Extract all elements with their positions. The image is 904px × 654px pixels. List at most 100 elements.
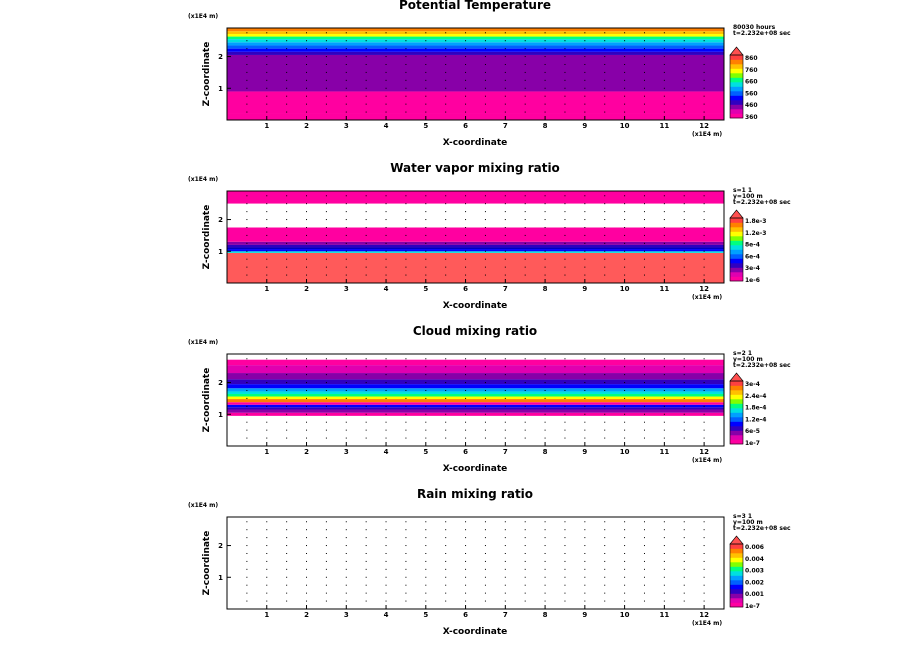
grid-dot xyxy=(405,79,407,81)
grid-dot xyxy=(286,382,288,384)
grid-dot xyxy=(306,234,308,236)
grid-dot xyxy=(524,437,526,439)
grid-dot xyxy=(465,382,467,384)
grid-dot xyxy=(584,87,586,89)
colorbar-label: 660 xyxy=(745,79,758,86)
grid-dot xyxy=(445,374,447,376)
grid-dot xyxy=(624,234,626,236)
x-tick-label: 8 xyxy=(543,122,548,130)
grid-dot xyxy=(246,366,248,368)
info-text: s=3 1 xyxy=(733,513,752,520)
colorbar-cell xyxy=(730,408,743,413)
grid-dot xyxy=(365,397,367,399)
colorbar-cell xyxy=(730,390,743,395)
colorbar-cell xyxy=(730,73,743,78)
grid-dot xyxy=(325,266,327,268)
grid-dot xyxy=(365,32,367,34)
grid-dot xyxy=(425,397,427,399)
grid-dots xyxy=(246,521,705,602)
grid-dot xyxy=(445,32,447,34)
grid-dot xyxy=(524,552,526,554)
grid-dot xyxy=(663,421,665,423)
grid-dot xyxy=(703,103,705,105)
x-tick-label: 12 xyxy=(699,285,709,293)
grid-dot xyxy=(405,576,407,578)
grid-dot xyxy=(385,592,387,594)
grid-dot xyxy=(683,413,685,415)
grid-dot xyxy=(306,195,308,197)
grid-dot xyxy=(465,560,467,562)
colorbar-cell xyxy=(730,236,743,241)
grid-dot xyxy=(425,63,427,65)
grid-dot xyxy=(425,103,427,105)
grid-dot xyxy=(345,40,347,42)
grid-dot xyxy=(405,545,407,547)
grid-dot xyxy=(445,537,447,539)
grid-dot xyxy=(524,211,526,213)
grid-dot xyxy=(405,48,407,50)
contour-band xyxy=(227,379,724,385)
grid-dot xyxy=(663,560,665,562)
grid-dot xyxy=(643,545,645,547)
grid-dot xyxy=(385,413,387,415)
grid-dot xyxy=(385,568,387,570)
grid-dot xyxy=(524,95,526,97)
grid-dot xyxy=(544,592,546,594)
grid-dot xyxy=(266,242,268,244)
grid-dot xyxy=(445,71,447,73)
grid-dot xyxy=(385,234,387,236)
colorbar-cell xyxy=(730,417,743,422)
grid-dot xyxy=(306,266,308,268)
grid-dot xyxy=(325,568,327,570)
grid-dot xyxy=(604,32,606,34)
grid-dot xyxy=(604,537,606,539)
grid-dot xyxy=(266,250,268,252)
grid-dot xyxy=(484,250,486,252)
grid-dot xyxy=(345,266,347,268)
grid-dot xyxy=(683,389,685,391)
grid-dot xyxy=(325,366,327,368)
grid-dot xyxy=(365,219,367,221)
x-tick-label: 2 xyxy=(304,122,309,130)
grid-dot xyxy=(564,250,566,252)
grid-dot xyxy=(564,584,566,586)
grid-dot xyxy=(325,389,327,391)
grid-dot xyxy=(604,258,606,260)
grid-dot xyxy=(345,437,347,439)
grid-dot xyxy=(504,250,506,252)
grid-dot xyxy=(564,592,566,594)
grid-dot xyxy=(504,537,506,539)
grid-dot xyxy=(246,437,248,439)
grid-dot xyxy=(703,429,705,431)
grid-dot xyxy=(405,437,407,439)
grid-dot xyxy=(504,529,506,531)
grid-dot xyxy=(703,79,705,81)
grid-dot xyxy=(385,405,387,407)
grid-dot xyxy=(604,211,606,213)
grid-dot xyxy=(524,413,526,415)
grid-dot xyxy=(484,95,486,97)
grid-dot xyxy=(385,552,387,554)
grid-dot xyxy=(564,397,566,399)
grid-dot xyxy=(286,79,288,81)
grid-dot xyxy=(504,195,506,197)
grid-dot xyxy=(286,111,288,113)
grid-dot xyxy=(445,274,447,276)
grid-dot xyxy=(504,358,506,360)
grid-dot xyxy=(425,56,427,58)
colorbar-cell xyxy=(730,412,743,418)
grid-dot xyxy=(663,40,665,42)
grid-dot xyxy=(345,576,347,578)
grid-dot xyxy=(365,95,367,97)
grid-dot xyxy=(286,568,288,570)
grid-dot xyxy=(604,576,606,578)
grid-dot xyxy=(325,560,327,562)
grid-dot xyxy=(405,537,407,539)
grid-dot xyxy=(663,545,665,547)
grid-dot xyxy=(286,32,288,34)
info-text: t=2.232e+08 sec xyxy=(733,525,791,532)
grid-dot xyxy=(306,40,308,42)
grid-dot xyxy=(564,258,566,260)
grid-dot xyxy=(325,203,327,205)
grid-dot xyxy=(465,600,467,602)
